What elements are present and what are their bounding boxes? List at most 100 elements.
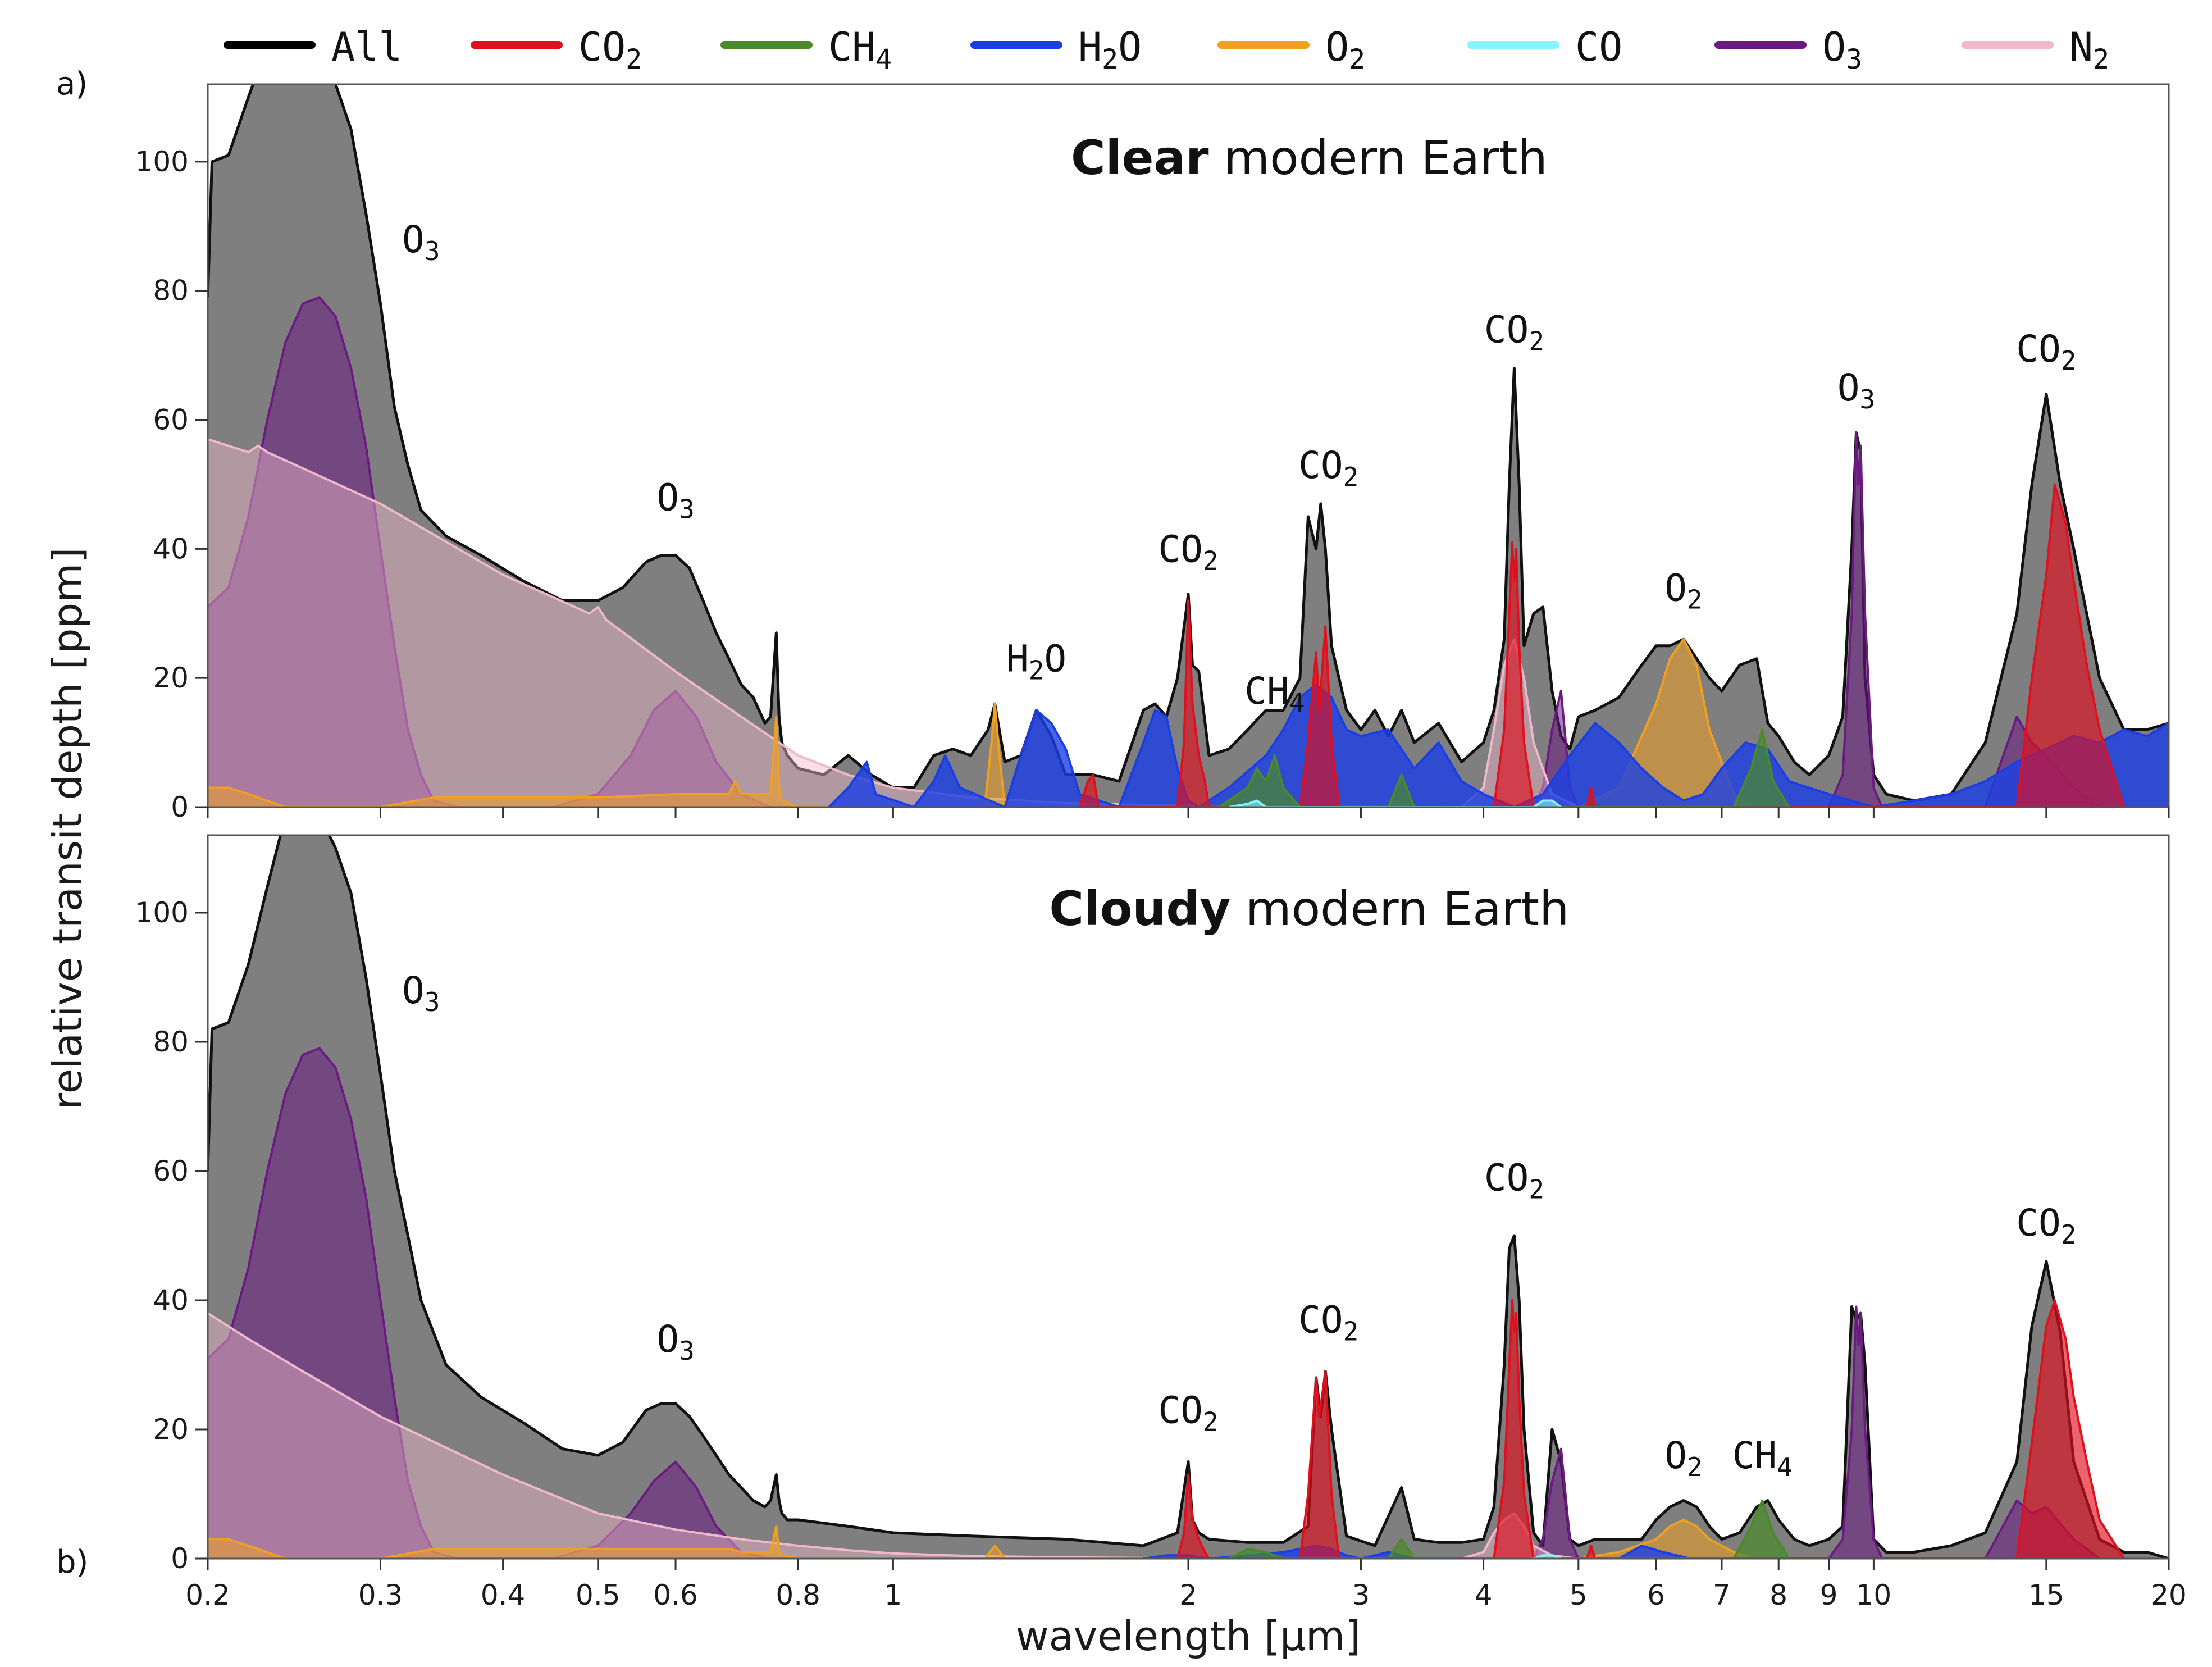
panel-b-all-line [208, 835, 2169, 1559]
panel-a-ch4-line [1218, 728, 1790, 807]
label-subscript: 2 [1203, 1407, 1219, 1437]
label-base: CO [2016, 1201, 2060, 1245]
panel-b-x-axis: 0.2 0.3 0.4 0.5 0.6 0.8 1 2 3 4 5 6 7 8 9 10 15 20 [185, 1559, 2187, 1611]
label-subscript: 3 [1846, 44, 1862, 75]
label-subscript: 3 [425, 987, 440, 1017]
y-axis-label: relative transit depth [ppm] [44, 548, 91, 1110]
x-tick-label: 5 [1570, 1579, 1588, 1611]
label-base: All [331, 24, 402, 70]
panel-a-co2-line [1078, 483, 2126, 807]
molecule-annotation: CO2 [1158, 527, 1218, 576]
label-subscript: 2 [1349, 44, 1365, 75]
y-tick-label: 80 [153, 275, 189, 307]
panel-a-title-rest: modern Earth [1209, 130, 1548, 185]
label-base: O [402, 218, 425, 261]
x-tick-label: 9 [1820, 1579, 1838, 1611]
legend-label-co2: CO2 [578, 24, 642, 75]
panel-b-tag: b) [56, 1544, 88, 1581]
panel-b-co2-line [1176, 1299, 2125, 1559]
y-tick-label: 40 [153, 532, 189, 565]
label-base: H [1078, 24, 1102, 70]
x-tick-label: 3 [1352, 1579, 1370, 1611]
molecule-annotation: CO2 [1158, 1389, 1218, 1437]
label-base: CO [578, 24, 626, 70]
label-subscript: 2 [1029, 655, 1045, 686]
x-tick-label: 0.2 [185, 1579, 230, 1611]
molecule-annotation: CO2 [1484, 1156, 1544, 1205]
panel-a-n2-area [208, 439, 1579, 807]
label-base: CO [1484, 1156, 1529, 1200]
label-base: CO [1158, 527, 1202, 571]
label-base: CO [1484, 308, 1529, 352]
y-tick-label: 100 [135, 145, 189, 178]
label-base: CO [1158, 1389, 1202, 1432]
label-base: CH [1244, 669, 1289, 713]
panel-a-series [208, 84, 2169, 807]
label-subscript: 2 [2093, 44, 2109, 75]
label-base: CO [1298, 444, 1343, 487]
x-tick-label: 6 [1647, 1579, 1665, 1611]
molecule-annotation: CO2 [2016, 1201, 2076, 1250]
panel-b-co-line [1533, 1554, 1562, 1559]
panel-b-series [208, 835, 2169, 1559]
x-tick-label: 8 [1769, 1579, 1787, 1611]
molecule-annotation: CO2 [1484, 308, 1544, 357]
x-tick-label: 7 [1713, 1579, 1731, 1611]
label-base: N [2069, 24, 2093, 70]
label-tail: O [1118, 24, 1142, 70]
label-base: O [656, 476, 679, 519]
label-base: CO [1575, 24, 1622, 70]
molecule-annotation: O3 [1837, 366, 1875, 415]
molecule-annotation: O2 [1664, 566, 1702, 614]
y-tick-label: 60 [153, 404, 189, 436]
panel-a-tag: a) [56, 66, 88, 102]
label-subscript: 2 [2061, 345, 2077, 376]
x-tick-label: 0.5 [576, 1579, 621, 1611]
label-tail: O [1044, 637, 1066, 681]
panel-a-h2o-area [829, 684, 2169, 807]
panel-b-h2o-area [1143, 1546, 1690, 1559]
panel-a-o3-area [208, 297, 2100, 807]
panel-a-x-ticks [207, 807, 2170, 818]
x-tick-label: 2 [1179, 1579, 1197, 1611]
y-tick-label: 40 [153, 1284, 189, 1317]
panel-a-co2-area [1079, 484, 2124, 807]
label-base: H [1006, 637, 1029, 681]
panel-a-o2-line [208, 638, 1752, 807]
x-tick-label: 10 [1856, 1579, 1892, 1611]
y-tick-label: 60 [153, 1155, 189, 1187]
molecule-annotation: H2O [1006, 637, 1066, 686]
panel-b-cloudy: 0 20 40 60 80 100 0.2 0.3 0.4 0.5 0.6 0.8 1 2 3 4 5 6 7 8 9… [56, 834, 2187, 1611]
label-subscript: 2 [2061, 1219, 2077, 1250]
molecule-annotation: CO2 [1298, 444, 1358, 492]
panel-a-all-line [208, 84, 2169, 802]
label-subscript: 2 [1343, 1317, 1359, 1347]
label-subscript: 3 [679, 494, 695, 524]
panel-b-co2-area [1177, 1300, 2124, 1559]
label-base: O [1664, 1434, 1687, 1477]
panel-b-o2-line [208, 1519, 1752, 1559]
panel-b-n2-area [208, 1313, 1579, 1559]
molecule-annotation: CO2 [1298, 1299, 1358, 1347]
legend-label-all: All [331, 24, 402, 70]
panel-b-title-bold: Cloudy [1049, 881, 1230, 936]
panel-b-title: Cloudy modern Earth [1049, 881, 1569, 936]
label-subscript: 2 [1529, 326, 1544, 357]
x-tick-label: 0.6 [653, 1579, 698, 1611]
label-base: O [402, 969, 425, 1012]
molecule-annotation: O3 [656, 1318, 694, 1366]
label-subscript: 4 [875, 44, 892, 75]
molecule-annotation: O3 [402, 218, 440, 266]
x-tick-label: 0.8 [776, 1579, 820, 1611]
y-tick-label: 20 [153, 662, 189, 694]
y-tick-label: 80 [153, 1026, 189, 1058]
label-subscript: 2 [1343, 462, 1359, 492]
panel-b-ch4-line [1228, 1499, 1790, 1559]
legend-label-n2: N2 [2069, 24, 2109, 75]
label-base: CH [828, 24, 875, 70]
label-subscript: 4 [1289, 687, 1305, 718]
